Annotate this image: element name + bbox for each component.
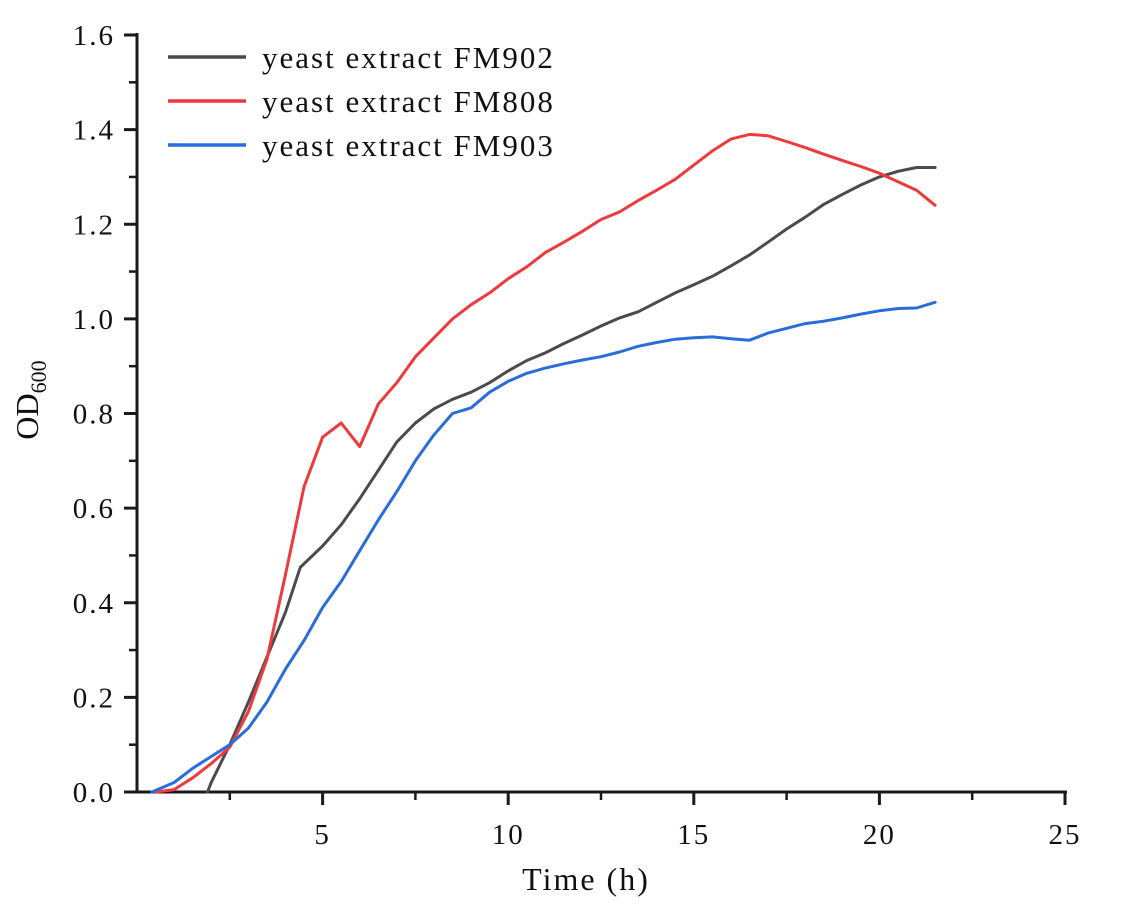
y-tick-label: 1.0 xyxy=(73,304,115,336)
series-line-yeast-extract-fm902 xyxy=(206,166,937,794)
y-tick-label: 0.6 xyxy=(73,493,115,525)
y-tick-label: 1.4 xyxy=(73,115,115,147)
x-tick-label: 25 xyxy=(1049,819,1082,851)
y-axis-title: OD600 xyxy=(9,360,51,439)
legend: yeast extract FM902 yeast extract FM808 ye… xyxy=(168,40,555,163)
legend-label: yeast extract FM902 xyxy=(262,40,555,75)
x-tick-label: 20 xyxy=(863,819,896,851)
series-lines xyxy=(150,132,937,794)
legend-label: yeast extract FM903 xyxy=(262,128,555,163)
y-tick-label: 0.4 xyxy=(73,588,115,620)
series-line-yeast-extract-fm903 xyxy=(150,300,937,794)
x-tick-label: 5 xyxy=(314,819,331,851)
x-axis: 5 10 15 20 25 Time (h) xyxy=(228,792,1082,897)
y-axis: 0.0 0.2 0.4 0.6 0.8 1.0 1.2 1.4 1.6 OD600 xyxy=(9,20,137,809)
y-tick-label: 0.0 xyxy=(73,777,115,809)
x-axis-title: Time (h) xyxy=(522,861,650,897)
legend-label: yeast extract FM808 xyxy=(262,84,555,119)
x-tick-label: 15 xyxy=(677,819,710,851)
y-tick-label: 1.2 xyxy=(73,209,115,241)
series-line-yeast-extract-fm808 xyxy=(154,132,937,794)
y-tick-label: 1.6 xyxy=(73,20,115,52)
y-tick-label: 0.2 xyxy=(73,682,115,714)
y-tick-label: 0.8 xyxy=(73,399,115,431)
x-tick-label: 10 xyxy=(492,819,525,851)
